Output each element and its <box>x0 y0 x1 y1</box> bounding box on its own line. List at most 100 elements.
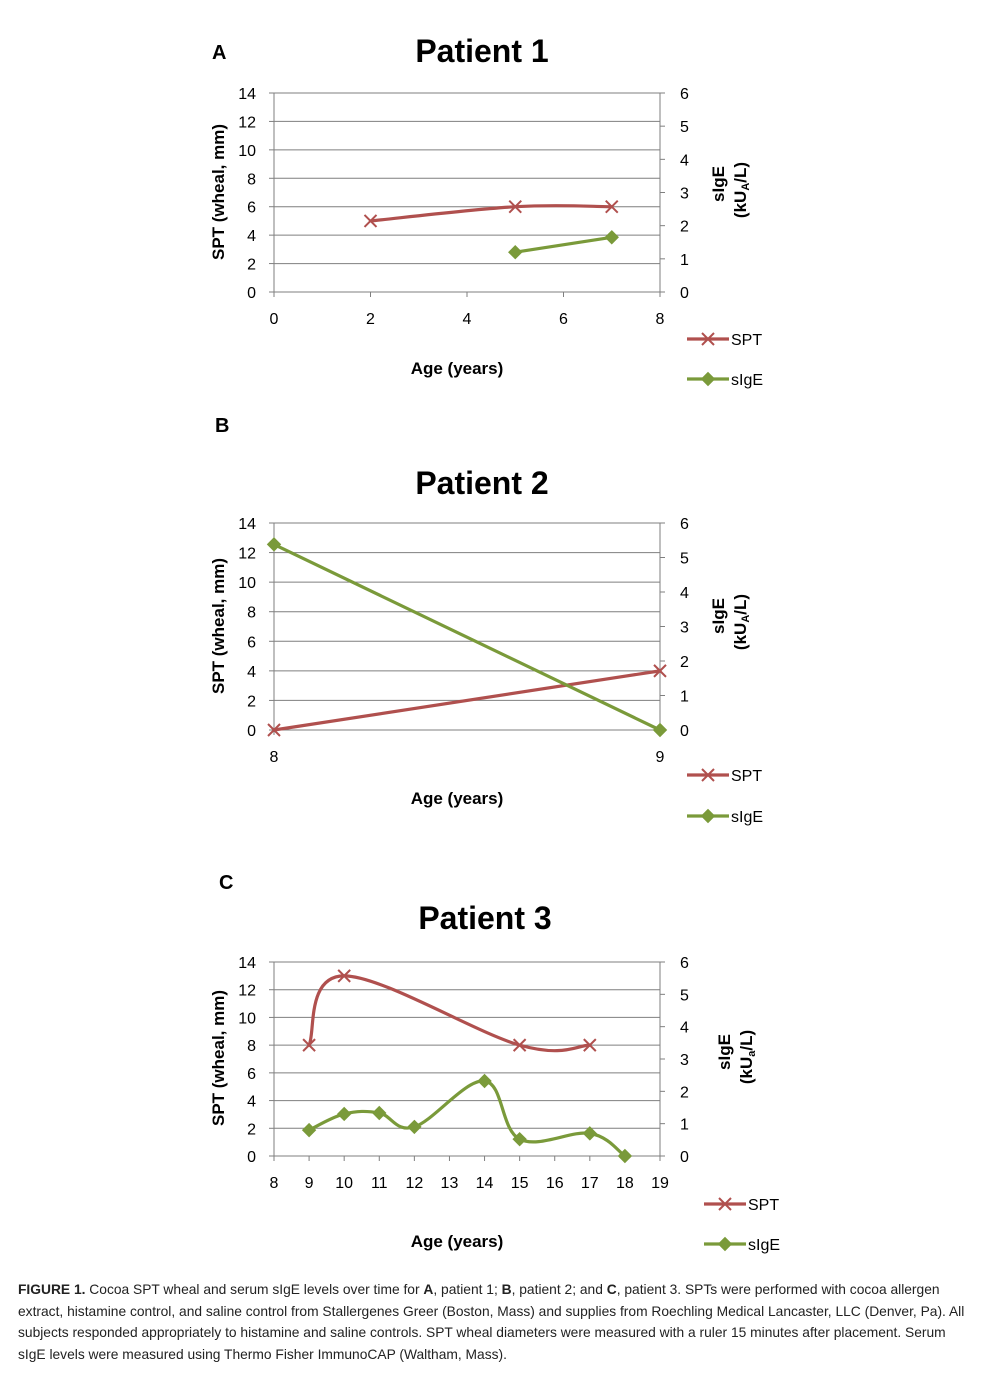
y2-tick-label-2: 2 <box>680 219 689 236</box>
x-tick-label-8: 8 <box>656 311 665 328</box>
y2-tick-label-3: 3 <box>680 620 689 637</box>
series-line-spt <box>368 203 614 223</box>
series-layer <box>301 969 633 1164</box>
y-tick-label-10: 10 <box>238 575 256 592</box>
chart-title-patient-1: Patient 1 <box>415 33 548 69</box>
y-tick-label-10: 10 <box>238 143 256 160</box>
data-point-sige-12 <box>407 1119 422 1135</box>
y-axis-right-units: (kUA/L) <box>731 594 752 650</box>
y-axis-left-label: SPT (wheal, mm) <box>209 124 228 260</box>
y-tick-label-14: 14 <box>238 516 256 533</box>
legend-spt-label: SPT <box>731 332 762 349</box>
legend-spt-label: SPT <box>731 768 762 785</box>
series-line-sige <box>307 1079 627 1158</box>
x-tick-label-17: 17 <box>581 1175 599 1192</box>
y-tick-label-14: 14 <box>238 955 256 972</box>
y2-tick-label-2: 2 <box>680 1084 689 1101</box>
x-tick-label-15: 15 <box>511 1175 529 1192</box>
y-tick-label-6: 6 <box>247 1066 256 1083</box>
y-tick-label-8: 8 <box>247 1038 256 1055</box>
y-tick-label-0: 0 <box>247 723 256 740</box>
series-line-spt <box>307 974 592 1053</box>
series-layer <box>266 537 668 738</box>
legend: SPT sIgE <box>687 332 763 389</box>
legend-spt-swatch <box>704 1197 746 1211</box>
data-point-sige-5 <box>508 244 523 260</box>
y-axis-left-ticks: 0 2 4 6 8 10 12 14 <box>238 516 274 740</box>
legend: SPT sIgE <box>704 1197 780 1254</box>
x-tick-label-0: 0 <box>270 311 279 328</box>
legend-sige-swatch <box>704 1236 746 1252</box>
legend-spt-marker <box>701 332 715 346</box>
y-tick-label-4: 4 <box>247 228 256 245</box>
y-tick-label-8: 8 <box>247 171 256 188</box>
data-point-sige-7 <box>604 230 619 245</box>
y2-tick-label-0: 0 <box>680 1149 689 1166</box>
y-axis-left-label: SPT (wheal, mm) <box>209 990 228 1126</box>
y-tick-label-12: 12 <box>238 114 256 131</box>
data-point-sige-9 <box>301 1122 317 1138</box>
y-tick-label-2: 2 <box>247 257 256 274</box>
y-axis-left-ticks: 0 2 4 6 8 10 12 14 <box>238 86 274 302</box>
y-axis-right-units: (kUa/L) <box>737 1030 758 1084</box>
legend-spt-marker <box>718 1197 732 1211</box>
caption-panel-b: B <box>501 1282 512 1297</box>
grid-lines <box>273 961 661 1157</box>
y-tick-label-12: 12 <box>238 983 256 1000</box>
data-point-spt-5 <box>508 200 522 214</box>
x-tick-label-12: 12 <box>405 1175 423 1192</box>
series-layer <box>363 200 619 260</box>
y2-tick-label-5: 5 <box>680 119 689 136</box>
x-tick-label-18: 18 <box>616 1175 634 1192</box>
y-tick-label-0: 0 <box>247 285 256 302</box>
y2-tick-label-5: 5 <box>680 551 689 568</box>
x-axis-label: Age (years) <box>411 789 504 808</box>
caption-label: FIGURE 1. <box>18 1282 86 1297</box>
x-tick-label-16: 16 <box>546 1175 564 1192</box>
y2-tick-label-4: 4 <box>680 585 689 602</box>
y-axis-right-units: (kUA/L) <box>731 162 752 218</box>
data-point-sige-11 <box>372 1105 387 1121</box>
x-tick-label-2: 2 <box>366 311 375 328</box>
data-point-sige-17 <box>582 1126 598 1141</box>
caption-text-1: Cocoa SPT wheal and serum sIgE levels ov… <box>85 1282 424 1297</box>
data-point-spt-8 <box>267 723 281 737</box>
x-tick-label-6: 6 <box>559 311 568 328</box>
data-point-spt-15 <box>512 1038 527 1052</box>
y-axis-right-ticks: 0 1 2 3 4 5 6 <box>660 955 689 1166</box>
legend-spt-marker <box>701 768 715 782</box>
x-tick-label-13: 13 <box>441 1175 459 1192</box>
legend-sige-marker <box>700 371 716 387</box>
y2-tick-label-6: 6 <box>680 86 689 103</box>
caption-panel-a: A <box>423 1282 434 1297</box>
y2-tick-label-1: 1 <box>680 689 689 706</box>
y2-tick-label-6: 6 <box>680 516 689 533</box>
chart-title-patient-3: Patient 3 <box>418 900 551 936</box>
y-axis-left-label: SPT (wheal, mm) <box>209 558 228 694</box>
figure-caption: FIGURE 1. Cocoa SPT wheal and serum sIgE… <box>18 1279 973 1365</box>
panel-letter-c: C <box>219 872 233 894</box>
y2-tick-label-0: 0 <box>680 723 689 740</box>
y-tick-label-2: 2 <box>247 693 256 710</box>
x-tick-label-14: 14 <box>476 1175 494 1192</box>
y-axis-left-ticks: 0 2 4 6 8 10 12 14 <box>238 955 274 1166</box>
caption-panel-c: C <box>606 1282 617 1297</box>
caption-text-4: , patient 3. SPTs were performed with co… <box>18 1282 965 1362</box>
y2-tick-label-3: 3 <box>680 186 689 203</box>
y2-tick-label-3: 3 <box>680 1052 689 1069</box>
caption-text-3: , patient 2; and <box>511 1282 607 1297</box>
data-point-spt-9 <box>302 1038 316 1052</box>
x-tick-label-8: 8 <box>270 749 279 766</box>
y2-tick-label-2: 2 <box>680 654 689 671</box>
data-point-spt-17 <box>583 1038 597 1052</box>
x-axis-label: Age (years) <box>411 359 504 378</box>
caption-text-2: , patient 1; <box>433 1282 502 1297</box>
y-tick-label-2: 2 <box>247 1121 256 1138</box>
y-tick-label-4: 4 <box>247 664 256 681</box>
legend-sige-label: sIgE <box>748 1237 780 1254</box>
y-axis-right-label: sIgE <box>715 1034 734 1070</box>
